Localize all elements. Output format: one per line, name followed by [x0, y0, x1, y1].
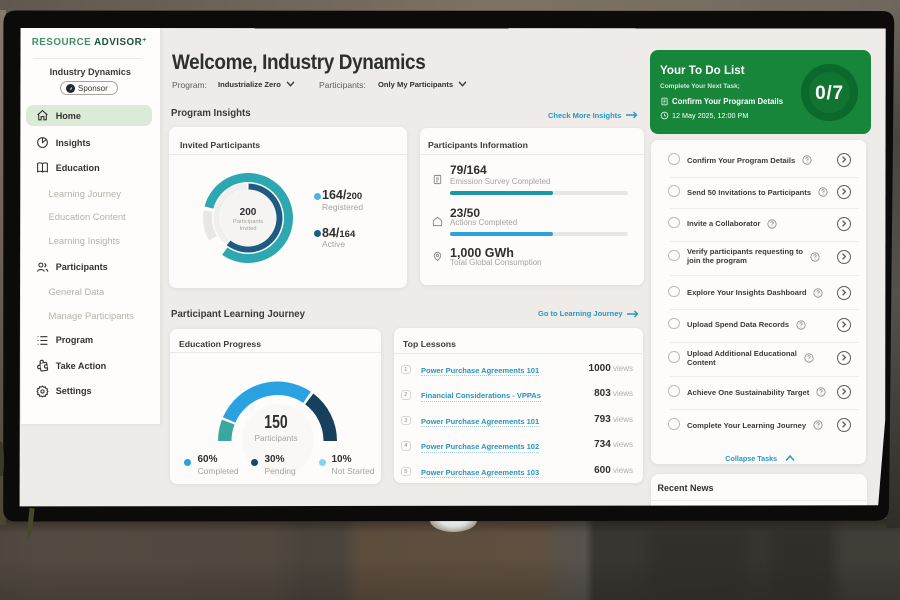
svg-text:0/7: 0/7	[815, 83, 844, 104]
